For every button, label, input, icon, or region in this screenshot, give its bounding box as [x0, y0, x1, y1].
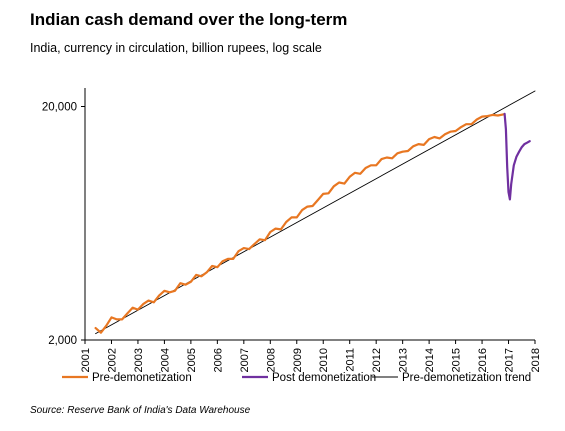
y-tick-label: 2,000	[48, 335, 77, 347]
source-note: Source: Reserve Bank of India's Data War…	[30, 405, 251, 416]
x-tick-label: 2011	[345, 348, 357, 372]
x-tick-label: 2009	[292, 348, 304, 372]
x-tick-label: 2008	[265, 348, 277, 372]
x-tick-label: 2018	[530, 348, 542, 372]
post-demonetization-line	[503, 112, 531, 201]
axes: 2,000 20,000 2001 2002 2003 2004 2005 2006 2007 2…	[42, 88, 542, 372]
x-tick-label: 2012	[371, 348, 383, 372]
legend: Pre-demonetization Post demonetization Pre…	[62, 372, 531, 384]
x-tick-label: 2002	[106, 348, 118, 372]
x-tick-label: 2004	[159, 348, 171, 372]
legend-pre-demonetization-label: Pre-demonetization	[92, 372, 192, 384]
x-tick-label: 2013	[398, 348, 410, 372]
legend-post-demonetization-label: Post demonetization	[272, 372, 376, 384]
trend-line	[95, 90, 536, 335]
x-tick-label: 2010	[318, 348, 330, 372]
pre-demonetization-line	[94, 113, 505, 334]
x-tick-label: 2017	[504, 348, 516, 372]
chart-title: Indian cash demand over the long-term	[30, 10, 348, 29]
x-tick-label: 2001	[80, 348, 92, 372]
chart-subtitle: India, currency in circulation, billion …	[30, 41, 322, 55]
x-tick-label: 2006	[212, 348, 224, 372]
x-tick-label: 2005	[186, 348, 198, 372]
y-tick-label: 20,000	[42, 101, 77, 113]
series-lines	[94, 90, 536, 335]
legend-trend-label: Pre-demonetization trend	[402, 372, 531, 384]
x-tick-label: 2014	[424, 348, 436, 372]
x-tick-label: 2016	[477, 348, 489, 372]
x-tick-label: 2007	[239, 348, 251, 372]
x-tick-label: 2003	[133, 348, 145, 372]
x-tick-label: 2015	[451, 348, 463, 372]
